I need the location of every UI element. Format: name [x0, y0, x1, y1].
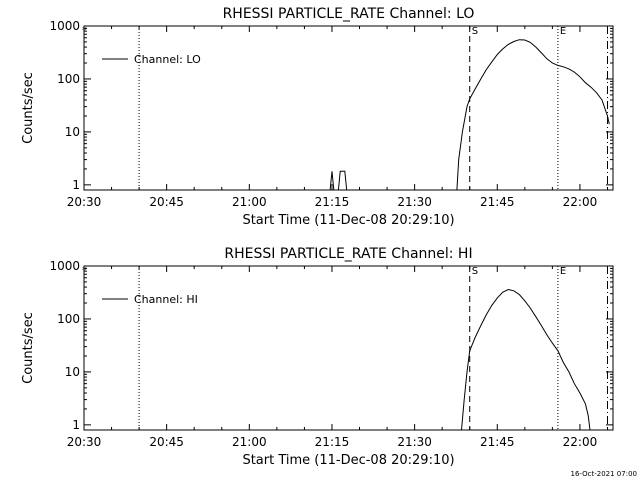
x-tick-label: 20:30	[67, 195, 102, 209]
series-line	[337, 170, 348, 191]
x-axis-label: Start Time (11-Dec-08 20:29:10)	[242, 213, 454, 228]
plot-frame	[83, 265, 614, 431]
x-tick-label: 21:15	[315, 195, 350, 209]
y-tick-label: 10	[65, 125, 80, 139]
chart-title: RHESSI PARTICLE_RATE Channel: HI	[224, 246, 472, 262]
y-tick-label: 1000	[49, 259, 80, 273]
series-line	[461, 288, 591, 431]
x-tick-label: 21:00	[232, 435, 267, 449]
x-tick-label: 20:45	[149, 435, 184, 449]
x-tick-label: 22:00	[563, 195, 598, 209]
marker-label: S	[472, 26, 478, 37]
marker-label: S	[472, 266, 478, 277]
legend-label: Channel: LO	[134, 53, 201, 66]
x-tick-label: 20:30	[67, 435, 102, 449]
plot-frame	[83, 25, 614, 191]
series-line	[456, 39, 610, 191]
y-tick-label: 1	[72, 178, 80, 192]
x-tick-label: 21:45	[480, 435, 515, 449]
marker-label: E	[560, 26, 566, 37]
chart-panel-hi: RHESSI PARTICLE_RATE Channel: HI 20:30 20:…	[21, 246, 614, 468]
y-tick-label: 10	[65, 365, 80, 379]
y-axis-label: Counts/sec	[21, 72, 36, 144]
footer-timestamp: 16-Oct-2021 07:00	[570, 470, 637, 478]
y-tick-label: 100	[57, 312, 80, 326]
chart-panel-lo: RHESSI PARTICLE_RATE Channel: LO 20:30 20:…	[21, 6, 614, 228]
x-tick-label: 21:15	[315, 435, 350, 449]
y-tick-label: 100	[57, 72, 80, 86]
corner-asterisk-icon: *	[82, 266, 87, 276]
series-line	[329, 171, 335, 191]
x-tick-label: 21:30	[397, 435, 432, 449]
x-tick-label: 22:00	[563, 435, 598, 449]
x-tick-label: 21:30	[397, 195, 432, 209]
x-tick-label: 21:00	[232, 195, 267, 209]
x-axis-label: Start Time (11-Dec-08 20:29:10)	[242, 453, 454, 468]
y-tick-label: 1	[72, 418, 80, 432]
y-tick-label: 1000	[49, 19, 80, 33]
y-axis-label: Counts/sec	[21, 312, 36, 384]
legend-label: Channel: HI	[134, 293, 198, 306]
x-tick-label: 20:45	[149, 195, 184, 209]
chart-title: RHESSI PARTICLE_RATE Channel: LO	[223, 6, 475, 22]
corner-asterisk-icon: *	[82, 26, 87, 36]
x-tick-label: 21:45	[480, 195, 515, 209]
marker-label: E	[560, 266, 566, 277]
